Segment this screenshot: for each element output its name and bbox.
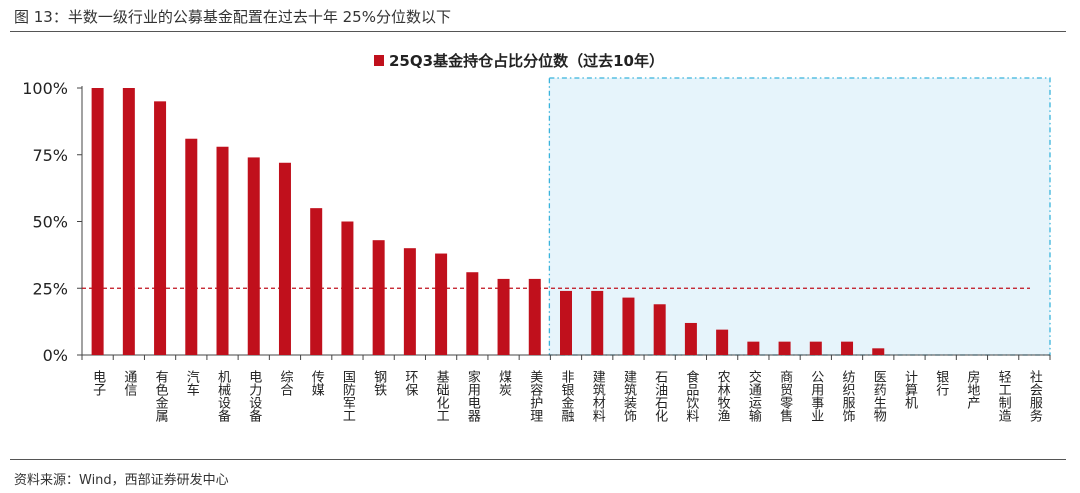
x-tick-label: 社会服务 [1027, 369, 1043, 422]
bar-商贸零售 [778, 341, 791, 355]
bar-美容护理 [528, 278, 541, 355]
x-tick-label: 轻工制造 [996, 370, 1012, 423]
bar-食品饮料 [684, 322, 697, 355]
x-tick-label: 电子 [90, 370, 106, 396]
x-tick-label: 非银金融 [559, 370, 575, 422]
x-tick-label: 有色金属 [153, 370, 169, 423]
bar-汽车 [185, 138, 198, 355]
x-tick-label: 钢铁 [371, 370, 387, 396]
y-tick-label: 75% [32, 146, 68, 165]
x-tick-label: 银行 [933, 370, 949, 397]
source-note: 资料来源：Wind，西部证券研发中心 [14, 473, 229, 488]
x-tick-label: 通信 [121, 370, 137, 396]
top-rule [10, 31, 1066, 32]
x-tick-label: 机械设备 [215, 370, 231, 423]
y-tick-label: 100% [22, 79, 68, 98]
x-tick-label: 基础化工 [434, 370, 450, 422]
x-tick-label: 建筑装饰 [621, 370, 637, 422]
x-tick-label: 公用事业 [808, 370, 824, 422]
figure-title: 图 13：半数一级行业的公募基金配置在过去十年 25%分位数以下 [14, 8, 451, 26]
bar-非银金融 [560, 290, 572, 355]
x-tick-label: 传媒 [309, 370, 325, 396]
y-tick-label: 0% [43, 346, 68, 365]
bar-综合 [278, 162, 291, 355]
x-tick-label: 美容护理 [527, 370, 543, 422]
bar-石油石化 [653, 304, 666, 355]
legend-swatch [374, 55, 384, 66]
bar-建筑装饰 [622, 297, 635, 355]
x-tick-label: 综合 [277, 370, 293, 396]
bar-公用事业 [809, 341, 822, 355]
x-tick-label: 商贸零售 [777, 370, 793, 422]
x-tick-label: 国防军工 [340, 370, 356, 422]
x-tick-label: 煤炭 [496, 370, 512, 397]
bar-基础化工 [435, 253, 448, 355]
x-tick-label: 医药生物 [871, 370, 887, 423]
bar-有色金属 [154, 101, 167, 355]
figure-header: 图 13：半数一级行业的公募基金配置在过去十年 25%分位数以下 [0, 0, 1080, 30]
legend-label: 25Q3基金持仓占比分位数（过去10年） [389, 52, 664, 70]
bar-机械设备 [216, 146, 229, 355]
x-tick-label: 石油石化 [652, 370, 668, 423]
bar-农林牧渔 [716, 329, 729, 355]
bottom-rule [10, 459, 1066, 460]
x-tick-label: 电力设备 [246, 370, 262, 423]
bar-钢铁 [372, 240, 385, 355]
bar-国防军工 [341, 221, 354, 355]
x-tick-label: 环保 [402, 370, 418, 396]
bar-医药生物 [872, 348, 885, 355]
bar-交通运输 [747, 341, 760, 355]
bar-纺织服饰 [841, 341, 854, 355]
x-tick-label: 房地产 [964, 369, 980, 410]
x-tick-label: 交通运输 [746, 369, 762, 422]
x-tick-label: 建筑材料 [590, 370, 606, 422]
x-tick-label: 家用电器 [465, 369, 481, 423]
bar-家用电器 [466, 272, 479, 355]
bar-通信 [122, 88, 135, 355]
bar-建筑材料 [591, 290, 604, 355]
bar-煤炭 [497, 278, 510, 355]
bar-电力设备 [247, 157, 260, 355]
highlight-region [548, 77, 1051, 356]
x-tick-label: 纺织服饰 [840, 370, 856, 422]
x-tick-label: 计算机 [902, 370, 918, 410]
bar-传媒 [310, 208, 323, 355]
x-tick-label: 农林牧渔 [715, 370, 731, 422]
y-tick-label: 50% [32, 213, 68, 232]
x-tick-label: 食品饮料 [683, 369, 699, 422]
bar-环保 [403, 248, 416, 355]
x-tick-label: 汽车 [184, 370, 200, 396]
y-tick-label: 25% [32, 279, 68, 298]
bar-电子 [91, 88, 104, 355]
